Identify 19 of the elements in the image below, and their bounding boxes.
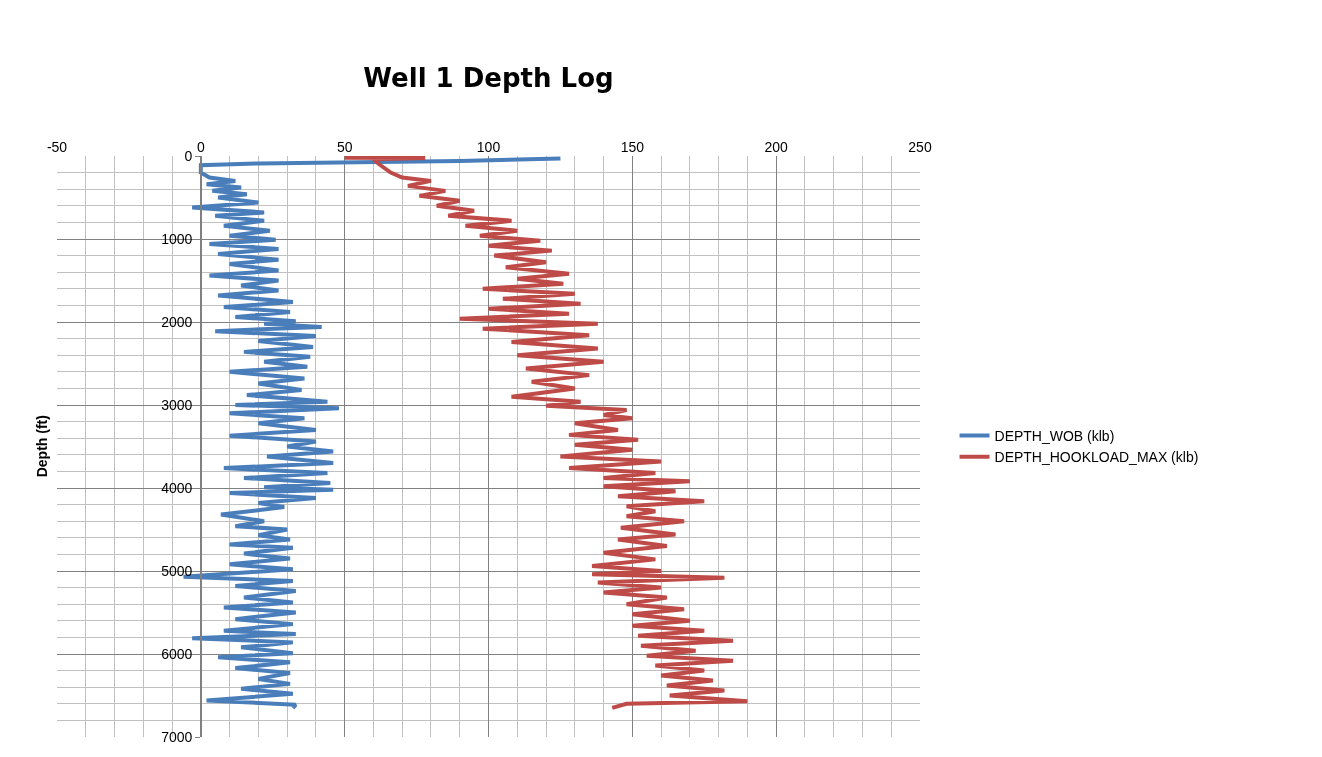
chart-title: Well 1 Depth Log <box>363 63 614 94</box>
legend-label: DEPTH_HOOKLOAD_MAX (klb) <box>994 449 1199 466</box>
x-tick-label: 50 <box>336 139 353 156</box>
y-tick-label: 2000 <box>161 313 193 330</box>
y-tick-label: 6000 <box>161 645 193 662</box>
x-tick-label: 100 <box>476 139 501 156</box>
x-tick-label: 250 <box>908 139 932 156</box>
x-tick-label: -50 <box>46 139 68 156</box>
x-tick-label: 150 <box>620 139 645 156</box>
y-axis-title: Depth (ft) <box>34 415 51 478</box>
y-tick-label: 3000 <box>161 396 193 413</box>
legend-label: DEPTH_WOB (klb) <box>994 428 1115 445</box>
y-tick-label: 1000 <box>161 230 193 247</box>
y-tick-label: 7000 <box>161 728 193 745</box>
y-tick-label: 4000 <box>161 479 193 496</box>
x-tick-label: 200 <box>764 139 789 156</box>
x-tick-label: 0 <box>196 139 205 156</box>
line-series <box>342 156 750 710</box>
y-tick-label: 5000 <box>161 562 193 579</box>
